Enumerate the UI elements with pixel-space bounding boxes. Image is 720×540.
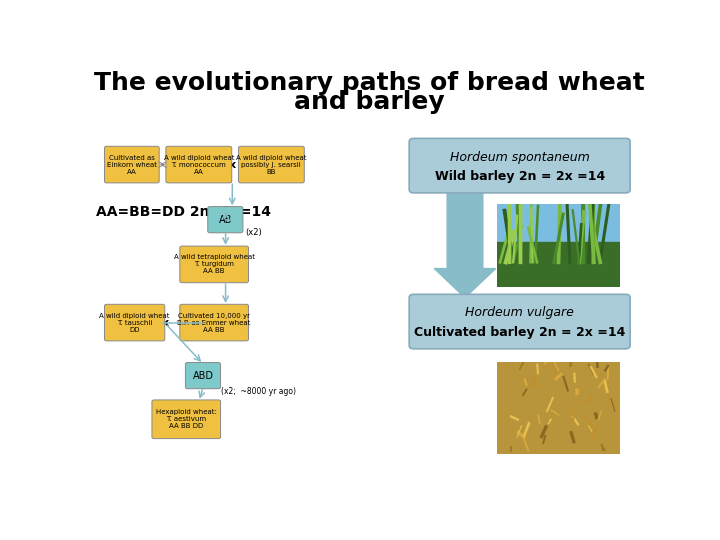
Text: /: / xyxy=(98,96,110,117)
Text: Wild barley 2n = 2x =14: Wild barley 2n = 2x =14 xyxy=(435,170,605,183)
FancyBboxPatch shape xyxy=(409,294,630,349)
FancyBboxPatch shape xyxy=(104,146,159,183)
Text: A wild diploid wheat
possibly J. searsii
BB: A wild diploid wheat possibly J. searsii… xyxy=(236,154,307,174)
Text: A wild diploid wheat
T. tauschii
DD: A wild diploid wheat T. tauschii DD xyxy=(99,313,170,333)
Text: /: / xyxy=(313,234,325,253)
FancyBboxPatch shape xyxy=(238,146,305,183)
FancyBboxPatch shape xyxy=(180,246,248,282)
Text: /: / xyxy=(197,455,206,474)
Text: /: / xyxy=(307,122,320,141)
Text: /: / xyxy=(118,213,129,232)
FancyBboxPatch shape xyxy=(152,400,220,438)
Text: Cultivated as
Einkorn wheat
AA: Cultivated as Einkorn wheat AA xyxy=(107,154,157,174)
Text: ABD: ABD xyxy=(192,370,214,381)
Polygon shape xyxy=(434,190,495,298)
FancyBboxPatch shape xyxy=(104,305,165,341)
Text: Cultivated 10,000 yr
B.P. as Emmer wheat
AA BB: Cultivated 10,000 yr B.P. as Emmer wheat… xyxy=(177,313,251,333)
Text: The evolutionary paths of bread wheat: The evolutionary paths of bread wheat xyxy=(94,71,644,95)
FancyBboxPatch shape xyxy=(186,362,220,389)
Text: x: x xyxy=(229,160,236,170)
Text: A wild tetraploid wheat
T. turgidum
AA BB: A wild tetraploid wheat T. turgidum AA B… xyxy=(174,254,255,274)
FancyBboxPatch shape xyxy=(409,138,630,193)
Text: AA=BB=DD 2n=2x=14: AA=BB=DD 2n=2x=14 xyxy=(96,205,271,219)
FancyBboxPatch shape xyxy=(180,305,248,341)
Text: Hordeum vulgare: Hordeum vulgare xyxy=(465,306,574,320)
Text: (x2;  ~8000 yr ago): (x2; ~8000 yr ago) xyxy=(221,387,296,396)
Text: and barley: and barley xyxy=(294,90,444,114)
Text: A wild diploid wheat
T. monococcum
AA: A wild diploid wheat T. monococcum AA xyxy=(163,154,234,174)
Text: (x2): (x2) xyxy=(245,228,262,237)
Text: x: x xyxy=(162,319,169,328)
Text: Hordeum spontaneum: Hordeum spontaneum xyxy=(450,151,590,164)
FancyBboxPatch shape xyxy=(208,207,243,233)
Text: AB: AB xyxy=(219,215,232,225)
FancyBboxPatch shape xyxy=(166,146,232,183)
Text: Hexaploid wheat:
T. aestivum
AA BB DD: Hexaploid wheat: T. aestivum AA BB DD xyxy=(156,409,217,429)
Text: Cultivated barley 2n = 2x =14: Cultivated barley 2n = 2x =14 xyxy=(414,326,626,339)
